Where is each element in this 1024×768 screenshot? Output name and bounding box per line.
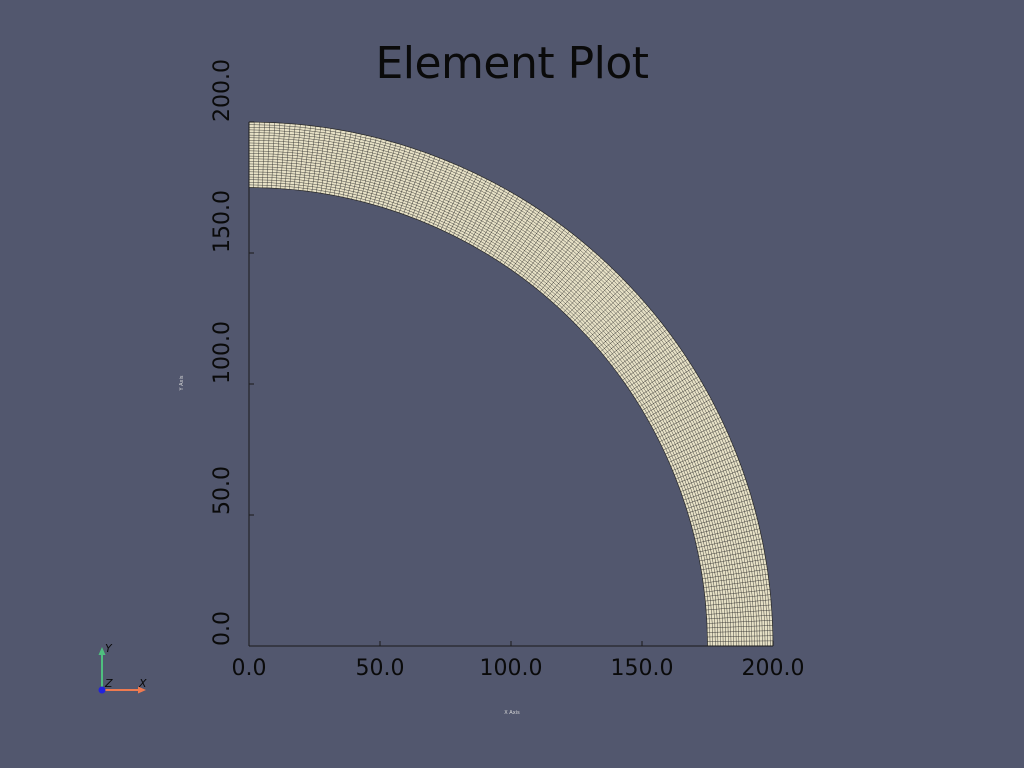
y-tick-label: 50.0 [210,466,235,515]
y-tick-label: 150.0 [210,190,235,253]
y-axis-title: Y Axis [179,375,185,391]
x-tick-label: 100.0 [480,656,543,681]
y-tick-label: 200.0 [210,59,235,122]
x-tick-label: 50.0 [356,656,405,681]
orientation-triad[interactable]: X Y Z [98,642,148,694]
axes: 0.0 50.0 100.0 150.0 200.0 0.0 50.0 100.0 150.0 2… [179,59,804,716]
plot-title: Element Plot [375,38,649,89]
mesh [248,121,774,647]
y-tick-label: 0.0 [210,611,235,646]
x-tick-label: 150.0 [611,656,674,681]
triad-y-arrowhead [98,647,106,655]
y-tick-label: 100.0 [210,321,235,384]
triad-x-arrowhead [138,686,146,694]
x-tick-label: 200.0 [742,656,805,681]
x-axis-title: X Axis [504,710,520,716]
triad-x-label: X [138,677,147,690]
mesh-arc-lines [248,121,774,647]
x-tick-label: 0.0 [232,656,267,681]
triad-y-label: Y [105,642,113,655]
triad-z-axis [98,686,106,694]
mesh-region [248,121,774,647]
triad-z-label: Z [104,677,113,690]
